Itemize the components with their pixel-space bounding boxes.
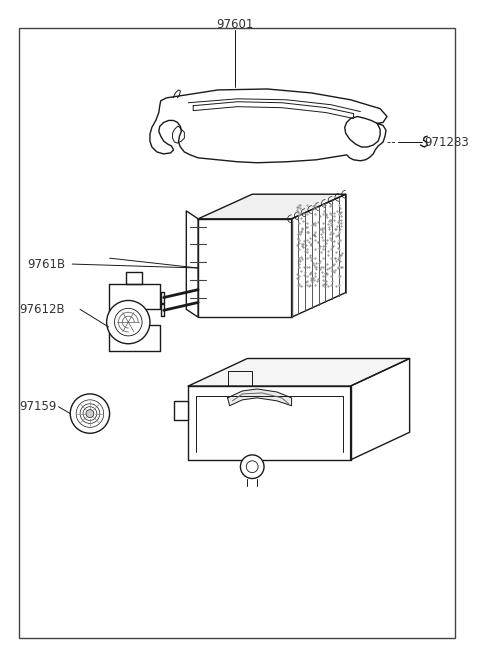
Circle shape bbox=[107, 300, 150, 344]
Polygon shape bbox=[186, 211, 198, 317]
Polygon shape bbox=[350, 359, 409, 460]
Text: 971283: 971283 bbox=[424, 135, 469, 148]
Polygon shape bbox=[291, 194, 346, 317]
Text: 9761B: 9761B bbox=[27, 258, 65, 271]
Polygon shape bbox=[108, 284, 160, 351]
Polygon shape bbox=[198, 219, 291, 317]
Polygon shape bbox=[126, 272, 142, 284]
Polygon shape bbox=[161, 304, 164, 316]
Text: 97159: 97159 bbox=[19, 400, 57, 413]
Text: 97601: 97601 bbox=[216, 18, 253, 30]
Polygon shape bbox=[161, 292, 164, 304]
Circle shape bbox=[86, 410, 94, 418]
Circle shape bbox=[70, 394, 109, 433]
Text: 97612B: 97612B bbox=[19, 303, 65, 316]
Circle shape bbox=[240, 455, 264, 478]
Polygon shape bbox=[198, 194, 346, 219]
Polygon shape bbox=[188, 386, 350, 460]
Polygon shape bbox=[228, 389, 291, 406]
Polygon shape bbox=[188, 359, 409, 386]
Polygon shape bbox=[174, 401, 188, 420]
Polygon shape bbox=[150, 89, 387, 163]
